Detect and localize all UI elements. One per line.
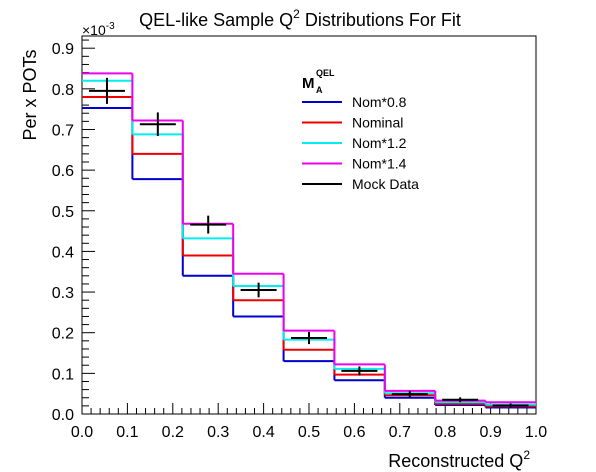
y-tick-label: 0.9 bbox=[52, 41, 74, 58]
x-axis: 0.0 0.1 0.2 0.3 0.4 0.5 0.6 0.7 0.8 0.9 1.0 bbox=[71, 403, 547, 441]
data-point bbox=[442, 397, 479, 403]
y-exponent-label: ×10-3 bbox=[82, 21, 115, 38]
x-tick-label: 0.4 bbox=[252, 424, 274, 441]
y-axis: 0.0 0.1 0.2 0.3 0.4 0.5 0.6 0.7 0.8 0.9 bbox=[52, 39, 95, 424]
legend-label: Nom*0.8 bbox=[352, 94, 407, 110]
x-tick-label: 1.0 bbox=[525, 424, 547, 441]
series-nom-1-4 bbox=[82, 72, 536, 404]
legend: M A QEL Nom*0.8 Nominal Nom*1.2 Nom*1.4 Mock… bbox=[302, 68, 419, 192]
y-axis-title: Per x POTs bbox=[20, 49, 40, 140]
data-point bbox=[341, 366, 378, 376]
series-nom-1-2 bbox=[82, 79, 536, 406]
x-tick-label: 0.9 bbox=[479, 424, 501, 441]
legend-item: Nom*0.8 bbox=[302, 94, 407, 110]
legend-item: Mock Data bbox=[302, 176, 419, 192]
x-tick-label: 0.0 bbox=[71, 424, 93, 441]
data-point bbox=[190, 215, 227, 234]
x-tick-label: 0.6 bbox=[343, 424, 365, 441]
legend-label: Nom*1.4 bbox=[352, 156, 407, 172]
plot-frame bbox=[81, 35, 537, 415]
legend-item: Nom*1.2 bbox=[302, 135, 407, 151]
y-tick-label: 0.1 bbox=[52, 366, 74, 383]
data-point bbox=[240, 282, 277, 298]
y-tick-label: 0.2 bbox=[52, 326, 74, 343]
legend-header-superscript: QEL bbox=[316, 68, 335, 78]
data-point bbox=[139, 112, 176, 136]
y-tick-label: 0.6 bbox=[52, 163, 74, 180]
y-tick-label: 0.8 bbox=[52, 82, 74, 99]
x-tick-label: 0.3 bbox=[207, 424, 229, 441]
legend-header: M bbox=[302, 75, 315, 92]
chart-title: QEL-like Sample Q2 Distributions For Fit bbox=[139, 7, 461, 30]
legend-item: Nominal bbox=[302, 115, 403, 131]
x-tick-label: 0.2 bbox=[162, 424, 184, 441]
x-tick-label: 0.7 bbox=[389, 424, 411, 441]
legend-item: Nom*1.4 bbox=[302, 156, 407, 172]
x-tick-label: 0.1 bbox=[116, 424, 138, 441]
y-tick-label: 0.7 bbox=[52, 122, 74, 139]
legend-label: Nominal bbox=[352, 115, 403, 131]
x-tick-label: 0.5 bbox=[298, 424, 320, 441]
data-point bbox=[88, 77, 125, 104]
legend-header-subscript: A bbox=[316, 85, 323, 95]
x-tick-label: 0.8 bbox=[434, 424, 456, 441]
data-point bbox=[291, 331, 327, 345]
y-tick-label: 0.4 bbox=[52, 244, 74, 261]
y-tick-label: 0.0 bbox=[52, 407, 74, 424]
y-tick-label: 0.3 bbox=[52, 285, 74, 302]
x-axis-title: Reconstructed Q2 bbox=[388, 448, 530, 471]
data-point bbox=[391, 390, 428, 398]
mock-data-points bbox=[88, 77, 529, 408]
y-tick-label: 0.5 bbox=[52, 204, 74, 221]
data-point bbox=[492, 403, 529, 408]
legend-label: Mock Data bbox=[352, 176, 419, 192]
legend-label: Nom*1.2 bbox=[352, 135, 407, 151]
